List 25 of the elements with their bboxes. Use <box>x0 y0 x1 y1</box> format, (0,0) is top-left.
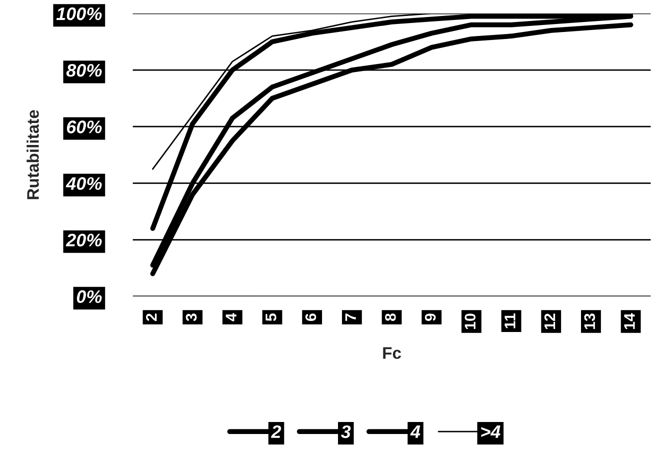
x-tick-label: 7 <box>345 314 356 321</box>
x-tick-label: 8 <box>385 313 396 322</box>
x-tick-label: 2 <box>146 314 157 321</box>
x-tick-label: 3 <box>186 314 197 322</box>
y-tick-label: 60% <box>66 120 102 134</box>
legend-label: 3 <box>341 425 351 438</box>
x-tick-label: 10 <box>464 314 476 330</box>
x-tick-label: 13 <box>584 314 596 330</box>
y-tick-label: 80% <box>66 64 102 77</box>
x-axis-title: Fc <box>383 347 401 359</box>
x-tick-label: 14 <box>624 313 635 330</box>
legend-label: 2 <box>270 425 282 438</box>
x-tick-label: 9 <box>424 314 436 321</box>
y-tick-label: 0% <box>76 290 102 304</box>
y-tick-label: 100% <box>56 7 102 20</box>
x-tick-label: 4 <box>226 313 236 322</box>
x-tick-label: 11 <box>504 313 516 328</box>
y-tick-label: 40% <box>66 177 102 190</box>
x-tick-label: 5 <box>266 313 276 322</box>
x-tick-label: 6 <box>305 314 316 321</box>
y-tick-label: 20% <box>66 234 102 246</box>
x-tick-label: 12 <box>544 314 556 330</box>
legend-label: 4 <box>410 426 420 438</box>
legend-label: >4 <box>481 426 500 438</box>
y-axis-title: Rutabilitate <box>26 110 39 200</box>
